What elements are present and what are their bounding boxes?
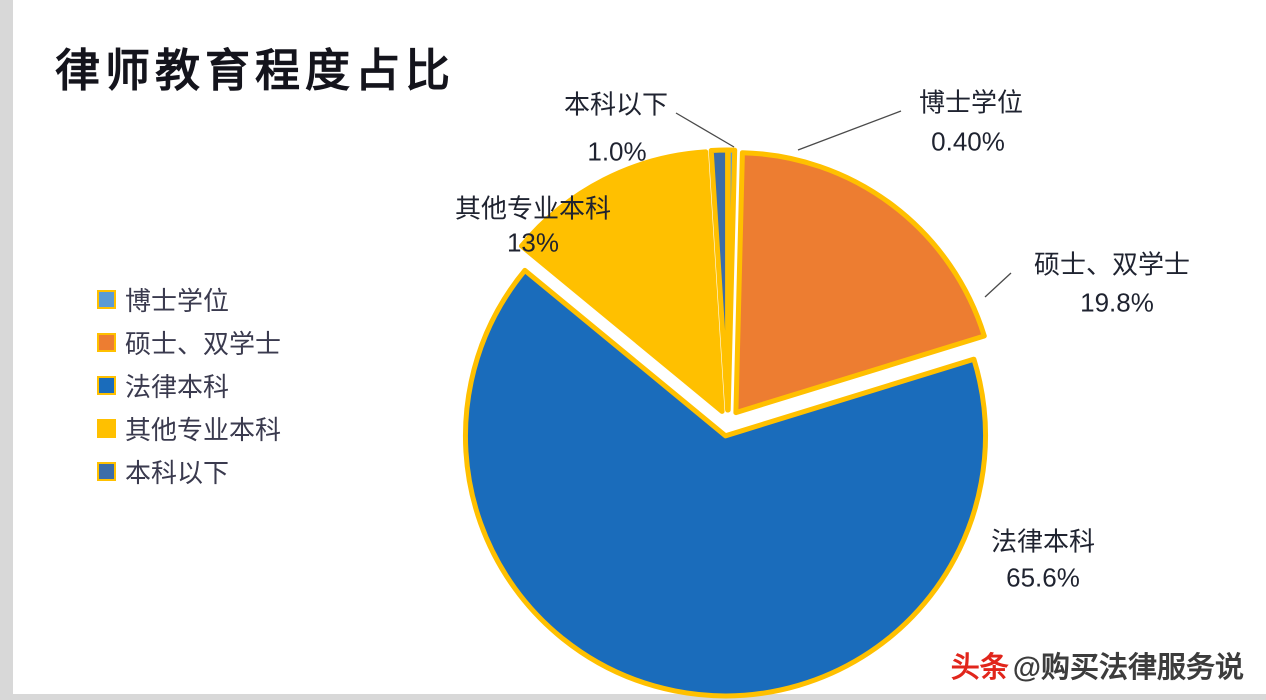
legend-item-below-bachelor: 本科以下 [97,455,281,488]
legend-swatch [97,332,116,352]
legend-item-law-bachelor: 法律本科 [97,369,281,402]
legend-swatch [97,461,116,481]
pie-slice-masters-double-bachelor [733,150,987,416]
legend-swatch [97,375,116,395]
legend-label: 硕士、双学士 [125,328,282,359]
chart-title: 律师教育程度占比 [55,45,456,96]
legend-item-doctorate: 博士学位 [97,283,281,316]
legend-swatch [97,289,116,309]
page-left-border [0,0,13,700]
leader-line-3 [984,272,1012,298]
legend-label: 法律本科 [125,371,230,402]
legend-label: 本科以下 [125,457,230,488]
watermark-handle: @购买法律服务说 [1012,652,1244,684]
legend: 博士学位硕士、双学士 法律本科其他专业本科 本科以下 [97,283,282,488]
toutiao-logo: 头条 [950,652,1009,684]
leader-line-2 [797,110,902,151]
pie-slice-below-bachelor [708,147,731,413]
watermark: 头条 @购买法律服务说 [951,644,1244,686]
legend-item-other-major-bachelor: 其他专业本科 [97,412,282,445]
pie-slice-other-major-bachelor [519,149,725,414]
pie-slice-law-bachelor [463,267,988,699]
legend-swatch [97,418,116,438]
legend-label: 其他专业本科 [125,414,282,445]
page-bottom-border [0,694,1266,700]
legend-item-masters-double-bachelor: 硕士、双学士 [97,326,282,359]
legend-label: 博士学位 [125,285,230,316]
leader-line-1 [675,112,735,148]
